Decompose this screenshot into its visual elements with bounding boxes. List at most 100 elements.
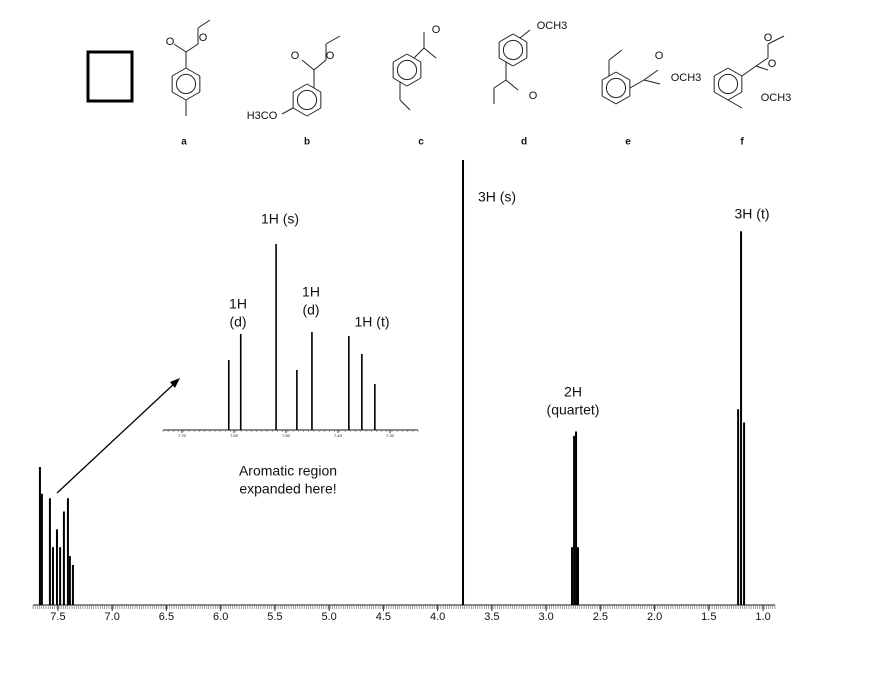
bond xyxy=(423,47,437,59)
bond xyxy=(512,33,528,43)
arrow xyxy=(56,381,177,494)
x-tick-label: 4.0 xyxy=(430,611,445,623)
atom-label: OCH3 xyxy=(671,72,702,84)
atom-label: OCH3 xyxy=(761,92,792,104)
bond xyxy=(292,107,308,117)
bond xyxy=(313,59,327,71)
bond xyxy=(741,65,757,77)
atom-label: H3CO xyxy=(247,110,278,122)
bond xyxy=(713,67,729,77)
ring xyxy=(502,39,524,61)
bond xyxy=(306,107,322,117)
atom-label: OCH3 xyxy=(537,20,568,32)
annotation: 3H (s) xyxy=(478,189,516,205)
x-tick-label: 4.5 xyxy=(376,611,391,623)
bond xyxy=(505,79,519,91)
atom-label: O xyxy=(768,58,777,70)
annotation: 1H (t) xyxy=(355,314,390,330)
x-tick-label: 7.50 xyxy=(282,433,291,438)
annotation: 1H xyxy=(302,284,320,300)
x-tick-label: 7.0 xyxy=(105,611,120,623)
bond xyxy=(197,19,211,29)
bond xyxy=(629,79,645,89)
ring xyxy=(175,73,197,95)
bond xyxy=(325,35,341,45)
structure-letter: b xyxy=(304,137,310,148)
bond xyxy=(171,91,187,101)
atom-label: O xyxy=(529,90,538,102)
bond xyxy=(601,95,617,105)
bond xyxy=(413,47,425,59)
structure-letter: a xyxy=(181,137,187,148)
ring xyxy=(605,77,627,99)
atom-label: O xyxy=(432,24,441,36)
x-tick-label: 7.70 xyxy=(178,433,187,438)
annotation: 2H xyxy=(564,384,582,400)
x-tick-label: 3.5 xyxy=(484,611,499,623)
bond xyxy=(512,57,528,67)
x-tick-label: 7.40 xyxy=(334,433,343,438)
arrow-head xyxy=(170,378,180,388)
x-tick-label: 3.0 xyxy=(538,611,553,623)
x-tick-label: 1.5 xyxy=(701,611,716,623)
structure-letter: d xyxy=(521,137,527,148)
bond xyxy=(727,67,743,77)
atom-label: O xyxy=(199,32,208,44)
x-tick-label: 7.5 xyxy=(50,611,65,623)
x-tick-label: 5.0 xyxy=(322,611,337,623)
bond xyxy=(171,67,187,77)
bond xyxy=(519,29,531,39)
bond xyxy=(498,33,514,43)
atom-label: O xyxy=(655,50,664,62)
x-tick-label: 1.0 xyxy=(755,611,770,623)
annotation: 1H (s) xyxy=(261,211,299,227)
ring xyxy=(717,73,739,95)
structure-letter: f xyxy=(740,137,744,148)
annotation: expanded here! xyxy=(239,481,336,497)
x-tick-label: 7.30 xyxy=(386,433,395,438)
annotation: (quartet) xyxy=(547,402,600,418)
annotation: (d) xyxy=(302,302,319,318)
bond xyxy=(185,91,201,101)
bond xyxy=(727,91,743,101)
atom-label: O xyxy=(166,36,175,48)
bond xyxy=(755,57,769,67)
x-tick-label: 2.5 xyxy=(593,611,608,623)
bond xyxy=(767,35,785,45)
structure-letter: c xyxy=(418,137,424,148)
bond xyxy=(608,49,623,61)
annotation: Aromatic region xyxy=(239,463,337,479)
bond xyxy=(399,99,411,111)
x-tick-label: 7.60 xyxy=(230,433,239,438)
bond xyxy=(755,65,769,71)
atom-label: O xyxy=(764,32,773,44)
bond xyxy=(292,83,308,93)
bond xyxy=(173,43,187,53)
ring xyxy=(396,59,418,81)
bond xyxy=(713,91,729,101)
structure-letter: e xyxy=(625,137,631,148)
x-tick-label: 6.0 xyxy=(213,611,228,623)
bond xyxy=(643,79,661,85)
annotation: 1H xyxy=(229,296,247,312)
annotation: 3H (t) xyxy=(735,206,770,222)
bond xyxy=(301,59,315,71)
bond xyxy=(392,53,408,63)
minor-ticks xyxy=(32,605,776,609)
minor-ticks xyxy=(162,430,419,432)
x-tick-label: 2.0 xyxy=(647,611,662,623)
bond xyxy=(493,79,507,89)
empty-answer-box xyxy=(86,50,134,103)
ring xyxy=(296,89,318,111)
bond xyxy=(643,69,659,81)
x-tick-label: 6.5 xyxy=(159,611,174,623)
bond xyxy=(615,95,631,105)
bond xyxy=(406,53,422,63)
atom-label: O xyxy=(326,50,335,62)
x-tick-label: 5.5 xyxy=(267,611,282,623)
bond xyxy=(615,71,631,81)
atom-label: O xyxy=(291,50,300,62)
bond xyxy=(185,43,199,53)
bond xyxy=(281,107,294,115)
